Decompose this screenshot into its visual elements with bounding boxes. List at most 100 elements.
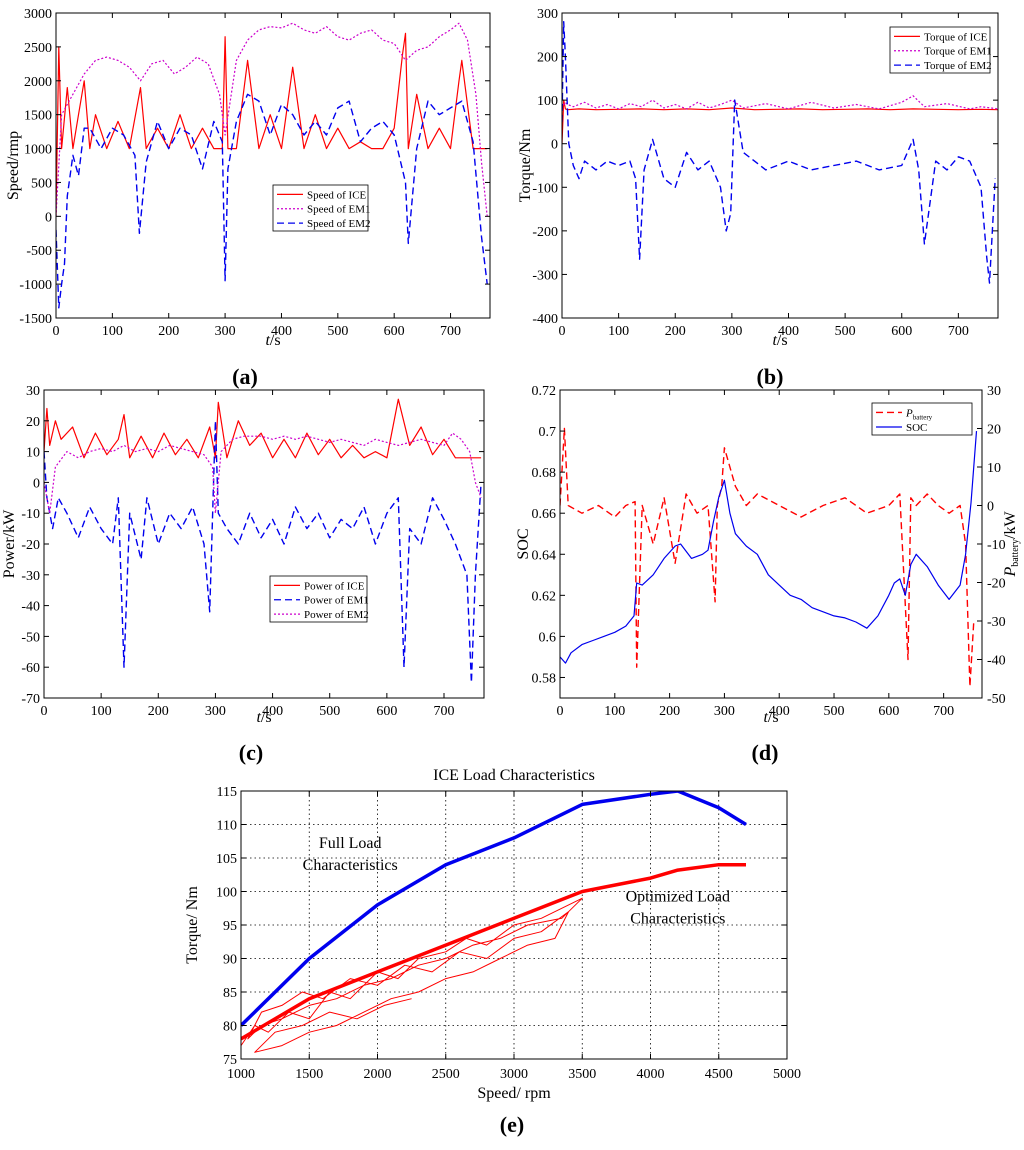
legend-label: Speed of EM1 [307, 204, 371, 216]
legend-label: Power of ICE [304, 580, 365, 592]
y-tick-label: -70 [21, 692, 40, 707]
y-tick-label: -60 [21, 661, 40, 676]
x-tick-label: 400 [262, 704, 283, 719]
y-tick-label: 100 [537, 94, 558, 109]
y-tick-label-right: -20 [987, 577, 1006, 592]
x-tick-label: 600 [376, 704, 397, 719]
x-tick-label: 2000 [364, 1067, 392, 1082]
plot-frame [43, 389, 485, 699]
annotation-line: Characteristics [630, 911, 725, 928]
y-axis-label-right-sub: battery [1010, 539, 1021, 567]
x-axis-label-var: t [265, 332, 270, 349]
x-tick-label: 3500 [568, 1067, 596, 1082]
x-tick-label: 400 [271, 324, 292, 339]
x-tick-label: 100 [91, 704, 112, 719]
y-tick-label: 115 [217, 785, 237, 800]
plot-area [562, 21, 998, 284]
x-axis-label: t/s [265, 332, 280, 349]
legend-label: Torque of EM2 [924, 60, 992, 72]
series-line [44, 432, 482, 514]
y-tick-label: -300 [532, 268, 558, 283]
y-tick-label: 10 [26, 446, 40, 461]
y-tick-label: 3000 [24, 7, 52, 22]
panel-e: 1000 1500 2000 2500 3000 3500 4000 4500 5000 75 80… [184, 767, 801, 1137]
legend-label-main: P [905, 407, 913, 419]
y-axis-label-right-var: P [1002, 567, 1019, 578]
x-axis-label-unit: /s [777, 332, 788, 349]
x-tick-label: 500 [327, 324, 348, 339]
y-tick-label: 1500 [24, 109, 52, 124]
y-tick-label-right: 20 [987, 423, 1001, 438]
series-line [56, 93, 488, 309]
legend-label: Torque of ICE [924, 31, 988, 43]
legend-label: Power of EM2 [304, 609, 369, 621]
x-tick-label: 600 [878, 704, 899, 719]
x-tick-label: 0 [53, 324, 60, 339]
y-tick-label: 0 [33, 476, 40, 491]
y-axis-label: Torque/Nm [517, 128, 534, 202]
series-line [241, 791, 747, 1027]
annotation-line: Optimized Load [626, 889, 730, 906]
y-tick-label: 0.58 [532, 671, 557, 686]
panel-caption: (a) [232, 364, 258, 389]
series-line [56, 32, 488, 217]
y-axis-label: Speed/rmp [5, 131, 22, 200]
x-tick-label: 600 [891, 324, 912, 339]
x-tick-label: 200 [665, 324, 686, 339]
x-tick-label: 400 [778, 324, 799, 339]
y-tick-label: -50 [21, 630, 40, 645]
y-tick-label-right: -30 [987, 615, 1006, 630]
y-tick-label: 100 [216, 886, 237, 901]
y-tick-label: 0.6 [539, 630, 557, 645]
series-line [560, 431, 978, 664]
x-axis-label-var: t [763, 709, 768, 726]
plot-frame [561, 12, 999, 319]
panel-c: 0 100 200 300 400 500 600 700-70-60-50-40-30-20… [1, 384, 485, 765]
plot-area [241, 791, 747, 1053]
y-tick-label-right: 30 [987, 384, 1001, 399]
series-line [56, 22, 488, 217]
y-tick-label: -1500 [19, 312, 52, 327]
y-tick-label: 0 [551, 138, 558, 153]
annotation: Full Load Characteristics [303, 835, 398, 874]
x-tick-label: 4500 [705, 1067, 733, 1082]
y-tick-label: 110 [217, 819, 237, 834]
x-tick-label: 400 [769, 704, 790, 719]
x-tick-label: 300 [714, 704, 735, 719]
legend-label: SOC [906, 422, 927, 434]
y-tick-label-right: 0 [987, 500, 994, 515]
plot-area [44, 398, 482, 684]
y-tick-label: 0.66 [532, 507, 557, 522]
x-axis-label: t/s [256, 709, 271, 726]
series-line [241, 862, 746, 1041]
legend-label: Torque of EM1 [924, 46, 992, 58]
annotation: Optimized Load Characteristics [626, 889, 730, 928]
legend-label: Speed of EM2 [307, 218, 371, 230]
annotation-line: Characteristics [303, 857, 398, 874]
y-tick-label: 0 [45, 210, 52, 225]
y-axis-label: SOC [515, 528, 532, 559]
x-tick-label: 100 [604, 704, 625, 719]
x-axis-label-var: t [256, 709, 261, 726]
y-tick-label: 0.7 [539, 425, 557, 440]
x-tick-label: 1500 [295, 1067, 323, 1082]
panel-a: 0 100 200 300 400 500 600 700 -1500 -1000 -500 0 500… [5, 7, 491, 389]
legend: Power of ICE Power of EM1 Power of EM2 [269, 575, 369, 623]
y-tick-label: 20 [26, 415, 40, 430]
y-axis-label: Torque/ Nm [184, 886, 201, 964]
y-tick-label: 85 [223, 986, 237, 1001]
y-tick-label: 2500 [24, 41, 52, 56]
chart-title: ICE Load Characteristics [433, 767, 595, 784]
legend-label-sub: battery [913, 413, 933, 421]
y-tick-label: -100 [532, 181, 558, 196]
series-line [562, 95, 998, 110]
x-tick-label: 200 [659, 704, 680, 719]
series-line [44, 420, 482, 684]
plot-area [56, 22, 488, 309]
y-tick-label: -40 [21, 600, 40, 615]
x-tick-label: 500 [319, 704, 340, 719]
panel-caption: (b) [757, 364, 784, 389]
x-tick-label: 3000 [500, 1067, 528, 1082]
